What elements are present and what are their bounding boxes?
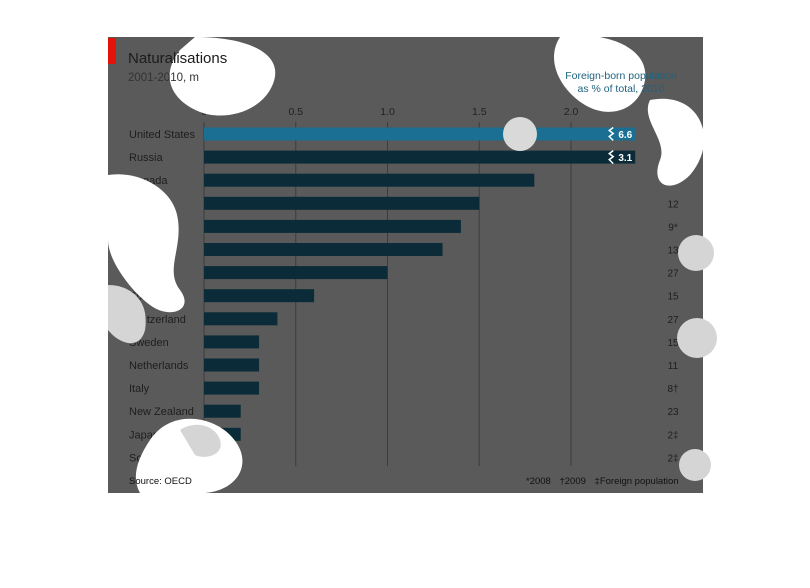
right-column-header: Foreign-born population as % of total, 2… <box>565 70 677 96</box>
bar <box>204 243 443 256</box>
right-column-value: 27 <box>667 315 679 326</box>
category-label: Russia <box>129 152 164 164</box>
chart-title: Naturalisations <box>128 50 228 67</box>
right-column-value: 13 <box>667 246 679 257</box>
x-tick-label: 0.5 <box>288 106 303 118</box>
right-column-value: 12 <box>667 199 679 210</box>
footnote-foreign: ‡Foreign population <box>594 476 679 487</box>
axis-break-mark <box>607 150 615 165</box>
x-tick-labels: 00.51.01.52.0 <box>201 106 578 118</box>
x-tick-label: 1.0 <box>380 106 395 118</box>
category-label: New Zealand <box>129 406 194 418</box>
right-column-value: 2‡ <box>667 430 678 441</box>
footnotes: *2008 †2009 ‡Foreign population <box>520 476 679 487</box>
right-column-value: 8† <box>667 384 678 395</box>
category-label: Netherlands <box>129 360 189 372</box>
bar <box>204 150 636 164</box>
bar-value-label: 3.1 <box>618 153 632 164</box>
bar <box>204 381 260 395</box>
bar <box>204 289 315 303</box>
bar <box>204 196 480 210</box>
accent-tag <box>108 38 116 64</box>
right-column-header-line1: Foreign-born population <box>565 70 677 82</box>
bar <box>204 335 260 349</box>
right-column-value: 15 <box>667 292 679 303</box>
bar <box>204 312 278 326</box>
chart-subtitle: 2001-2010, m <box>128 72 199 84</box>
category-label: Italy <box>129 383 150 395</box>
right-column-value: 15 <box>667 338 679 349</box>
bar <box>204 266 388 280</box>
footnote-2008: *2008 <box>526 476 551 487</box>
category-label: United States <box>129 129 196 141</box>
right-column-header-line2: as % of total, 2010 <box>577 83 665 95</box>
right-column-value: 27 <box>667 269 679 280</box>
footnote-2009: †2009 <box>559 476 586 487</box>
right-column-value: 11 <box>668 361 679 372</box>
x-tick-label: 2.0 <box>564 106 579 118</box>
source-note: Source: OECD <box>129 476 192 487</box>
bar <box>204 404 241 418</box>
bar-value-label: 6.6 <box>618 130 632 141</box>
bar <box>204 219 461 233</box>
bar <box>204 358 260 372</box>
axis-break-mark <box>607 126 615 142</box>
right-column-value: 23 <box>667 407 679 418</box>
right-column-value: 9* <box>668 222 678 233</box>
bar <box>204 173 535 187</box>
x-tick-label: 1.5 <box>472 106 487 118</box>
right-column-value: 2‡ <box>667 453 678 464</box>
